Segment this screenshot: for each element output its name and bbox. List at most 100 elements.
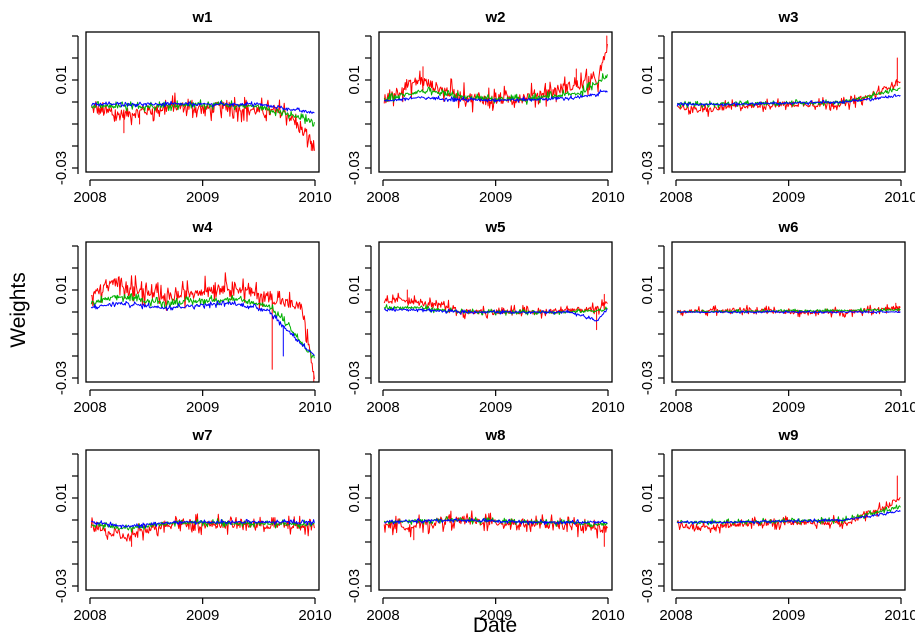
y-tick-label: 0.01 [346, 275, 363, 304]
x-tick-label: 2009 [186, 189, 219, 206]
panel-w3-series [676, 57, 901, 117]
x-tick-label: 2010 [884, 399, 915, 416]
series-line-w8-2 [383, 518, 608, 526]
plot-frame [671, 241, 906, 383]
plot-frame [671, 449, 906, 591]
y-tick-label: -0.03 [639, 151, 656, 185]
y-tick-label: -0.03 [53, 361, 70, 395]
plot-frame [85, 31, 320, 173]
panel-w5-series [383, 289, 608, 331]
panel-title: w8 [484, 427, 505, 444]
x-tick-label: 2008 [73, 399, 106, 416]
y-tick-label: 0.01 [639, 65, 656, 94]
x-tick-label: 2008 [366, 399, 399, 416]
x-tick-label: 2009 [479, 399, 512, 416]
panel-title: w5 [484, 219, 505, 236]
panel-w8-series [383, 510, 608, 547]
y-tick-label: 0.01 [639, 275, 656, 304]
series-line-w7-0 [90, 513, 315, 547]
series-line-w2-2 [384, 89, 608, 103]
panel-w8: w8 2008 2009 2010 -0.03 0.01 [346, 427, 625, 624]
panel-title: w1 [191, 9, 212, 26]
series-line-w7-1 [91, 518, 315, 533]
x-tick-label: 2010 [884, 607, 915, 624]
panel-w4: w4 2008 2009 2010 -0.03 0.01 [53, 219, 332, 416]
y-tick-label: -0.03 [639, 361, 656, 395]
y-tick-label: 0.01 [346, 483, 363, 512]
y-tick-label: -0.03 [53, 569, 70, 603]
x-tick-label: 2009 [186, 607, 219, 624]
x-tick-label: 2010 [591, 189, 624, 206]
y-tick-label: -0.03 [346, 361, 363, 395]
y-axis-title: Weights [7, 272, 30, 347]
panel-w3: w3 2008 2009 2010 -0.03 0.01 [639, 9, 915, 206]
series-line-w4-2 [90, 300, 315, 357]
y-tick-label: 0.01 [53, 483, 70, 512]
y-tick-label: 0.01 [53, 275, 70, 304]
plot-frame [671, 31, 906, 173]
x-tick-label: 2009 [772, 189, 805, 206]
x-tick-label: 2008 [366, 189, 399, 206]
panel-w9-series [676, 475, 901, 534]
x-tick-label: 2008 [659, 607, 692, 624]
series-line-w1-1 [90, 99, 315, 127]
x-tick-label: 2010 [298, 189, 331, 206]
series-line-w5-2 [383, 307, 608, 322]
series-line-w4-0 [90, 272, 315, 382]
panel-w5: w5 2008 2009 2010 -0.03 0.01 [346, 219, 625, 416]
x-tick-label: 2009 [772, 399, 805, 416]
panel-w1: w1 2008 2009 2010 -0.03 0.01 [53, 9, 332, 206]
series-line-w9-0 [676, 475, 901, 534]
series-line-w7-2 [90, 518, 315, 529]
x-tick-label: 2010 [298, 399, 331, 416]
panel-title: w9 [777, 427, 798, 444]
series-line-w1-0 [90, 92, 315, 152]
x-tick-label: 2009 [772, 607, 805, 624]
plot-frame [378, 449, 613, 591]
series-line-w3-2 [676, 93, 901, 107]
panel-title: w7 [191, 427, 212, 444]
series-line-w1-2 [91, 100, 315, 114]
series-line-w8-0 [383, 510, 608, 547]
panels-group: w1 2008 2009 2010 -0.03 0.01 w2 2008 2009 2010 -0.… [53, 9, 915, 624]
panel-w6: w6 2008 2009 2010 -0.03 0.01 [639, 219, 915, 416]
x-tick-label: 2008 [73, 607, 106, 624]
y-tick-label: -0.03 [346, 151, 363, 185]
y-tick-label: 0.01 [346, 65, 363, 94]
panel-w7: w7 2008 2009 2010 -0.03 0.01 [53, 427, 332, 624]
x-tick-label: 2009 [479, 189, 512, 206]
x-axis-title: Date [473, 614, 517, 637]
panel-w9: w9 2008 2009 2010 -0.03 0.01 [639, 427, 915, 624]
panel-w2-series [383, 35, 608, 113]
panel-title: w2 [484, 9, 505, 26]
x-tick-label: 2010 [298, 607, 331, 624]
y-tick-label: -0.03 [346, 569, 363, 603]
x-tick-label: 2008 [73, 189, 106, 206]
x-tick-label: 2009 [479, 607, 512, 624]
series-line-w2-0 [383, 35, 608, 113]
x-tick-label: 2008 [659, 399, 692, 416]
series-line-w4-1 [90, 293, 315, 359]
x-tick-label: 2008 [659, 189, 692, 206]
x-tick-label: 2010 [884, 189, 915, 206]
plot-frame [85, 241, 320, 383]
panel-w7-series [90, 513, 315, 547]
panel-title: w3 [777, 9, 798, 26]
x-tick-label: 2010 [591, 399, 624, 416]
series-line-w9-2 [676, 509, 901, 525]
x-tick-label: 2010 [591, 607, 624, 624]
panel-title: w6 [777, 219, 798, 236]
panel-title: w4 [191, 219, 213, 236]
plot-frame [378, 241, 613, 383]
panel-w4-series [90, 272, 315, 382]
y-tick-label: -0.03 [53, 151, 70, 185]
x-tick-label: 2009 [186, 399, 219, 416]
series-line-w6-2 [676, 310, 901, 314]
panel-w6-series [676, 302, 901, 318]
panel-w2: w2 2008 2009 2010 -0.03 0.01 [346, 9, 625, 206]
panel-w1-series [90, 92, 315, 152]
series-line-w5-0 [383, 289, 608, 331]
series-line-w2-1 [383, 73, 608, 105]
y-tick-label: 0.01 [639, 483, 656, 512]
